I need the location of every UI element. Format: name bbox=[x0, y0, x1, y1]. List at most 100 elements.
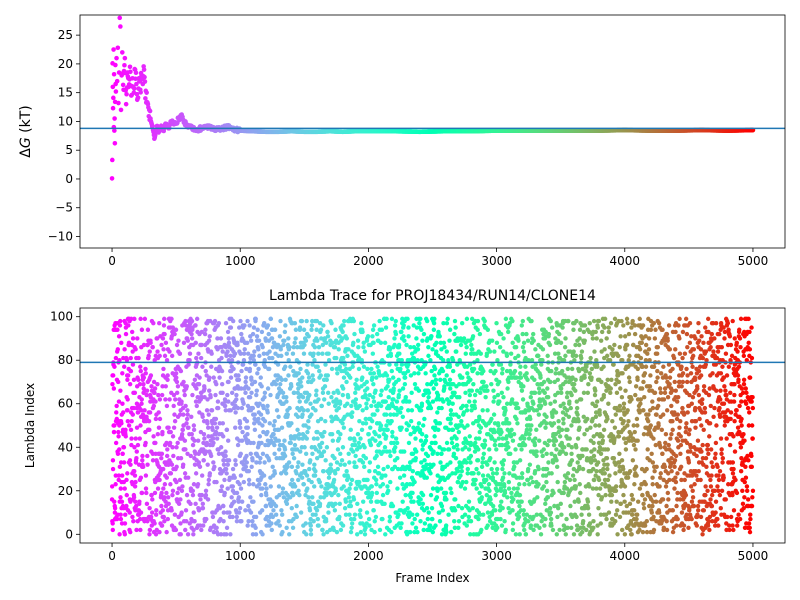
lambda-point bbox=[128, 462, 133, 467]
lambda-point bbox=[506, 505, 511, 511]
lambda-point bbox=[540, 347, 546, 352]
lambda-point bbox=[177, 412, 183, 417]
lambda-point bbox=[341, 386, 346, 391]
lambda-point bbox=[388, 453, 393, 459]
lambda-point bbox=[181, 379, 186, 385]
lambda-point bbox=[314, 508, 320, 513]
lambda-point bbox=[262, 358, 267, 363]
lambda-trace-title: Lambda Trace for PROJ18434/RUN14/CLONE14 bbox=[269, 288, 596, 304]
lambda-point bbox=[428, 523, 433, 528]
lambda-point bbox=[492, 442, 498, 448]
lambda-point bbox=[161, 514, 167, 520]
lambda-point bbox=[374, 482, 379, 487]
lambda-point bbox=[452, 519, 457, 524]
lambda-point bbox=[114, 516, 120, 522]
lambda-point bbox=[420, 338, 425, 343]
lambda-point bbox=[493, 368, 498, 374]
lambda-point bbox=[228, 375, 234, 380]
delta-g-point bbox=[112, 116, 117, 121]
delta-g-point bbox=[118, 107, 124, 113]
lambda-point bbox=[208, 395, 213, 400]
lambda-point bbox=[223, 466, 229, 472]
lambda-point bbox=[240, 429, 245, 435]
lambda-point bbox=[288, 440, 293, 446]
lambda-point bbox=[236, 373, 241, 378]
lambda-point bbox=[241, 358, 247, 363]
lambda-point bbox=[519, 475, 525, 480]
lambda-point bbox=[118, 388, 123, 393]
lambda-point bbox=[249, 390, 254, 396]
lambda-point bbox=[348, 427, 353, 433]
lambda-point bbox=[449, 529, 454, 535]
lambda-point bbox=[494, 471, 499, 476]
lambda-point bbox=[157, 397, 163, 402]
lambda-point bbox=[310, 451, 315, 456]
lambda-point bbox=[336, 492, 341, 498]
lambda-point bbox=[199, 527, 204, 533]
lambda-point bbox=[136, 355, 141, 361]
lambda-point bbox=[409, 408, 415, 413]
lambda-point bbox=[284, 525, 289, 530]
lambda-point bbox=[521, 340, 527, 346]
lambda-point bbox=[245, 318, 250, 324]
lambda-point bbox=[414, 512, 420, 517]
lambda-point bbox=[534, 427, 539, 433]
delta-g-point bbox=[109, 176, 115, 181]
delta-g-point bbox=[150, 123, 155, 129]
lambda-point bbox=[410, 468, 416, 474]
lambda-point bbox=[226, 458, 232, 463]
lambda-point bbox=[191, 482, 197, 487]
delta-g-y-tick-label: 10 bbox=[58, 114, 73, 128]
lambda-point bbox=[448, 486, 453, 491]
lambda-point bbox=[132, 473, 138, 478]
lambda-point bbox=[184, 492, 190, 498]
lambda-point bbox=[258, 375, 263, 380]
lambda-point bbox=[248, 451, 253, 456]
lambda-point bbox=[251, 499, 256, 504]
lambda-point bbox=[465, 371, 470, 376]
lambda-point bbox=[459, 468, 464, 474]
lambda-point bbox=[516, 338, 521, 343]
lambda-point bbox=[185, 408, 190, 413]
lambda-point bbox=[214, 525, 219, 530]
lambda-point bbox=[356, 366, 362, 372]
lambda-point bbox=[485, 408, 490, 413]
lambda-point bbox=[441, 399, 446, 404]
lambda-point bbox=[517, 492, 523, 498]
lambda-point bbox=[467, 399, 472, 404]
lambda-point bbox=[204, 408, 210, 413]
lambda-point bbox=[362, 464, 367, 470]
lambda-point bbox=[389, 529, 394, 535]
lambda-point bbox=[337, 514, 342, 520]
lambda-point bbox=[349, 477, 355, 483]
lambda-point bbox=[168, 429, 173, 435]
lambda-point bbox=[118, 512, 123, 517]
lambda-point bbox=[234, 519, 240, 524]
lambda-point bbox=[169, 353, 175, 359]
lambda-point bbox=[422, 521, 428, 526]
lambda-point bbox=[374, 331, 380, 337]
lambda-point bbox=[402, 381, 408, 387]
lambda-point bbox=[238, 351, 243, 356]
lambda-point bbox=[243, 375, 249, 380]
lambda-point bbox=[359, 321, 364, 326]
lambda-point bbox=[354, 377, 359, 383]
lambda-point bbox=[503, 527, 508, 533]
lambda-point bbox=[132, 316, 137, 322]
lambda-point bbox=[306, 334, 311, 339]
lambda-point bbox=[497, 344, 503, 350]
lambda-point bbox=[362, 532, 368, 537]
lambda-point bbox=[375, 464, 381, 470]
lambda-point bbox=[494, 466, 500, 472]
lambda-point bbox=[344, 379, 349, 385]
lambda-point bbox=[233, 425, 238, 430]
lambda-point bbox=[221, 458, 226, 463]
lambda-point bbox=[425, 453, 431, 459]
lambda-point bbox=[272, 442, 277, 448]
lambda-point bbox=[220, 349, 225, 354]
lambda-point bbox=[200, 501, 206, 507]
delta-g-point bbox=[112, 140, 118, 146]
lambda-point bbox=[251, 482, 256, 487]
lambda-point bbox=[238, 451, 243, 456]
lambda-point bbox=[532, 442, 538, 448]
